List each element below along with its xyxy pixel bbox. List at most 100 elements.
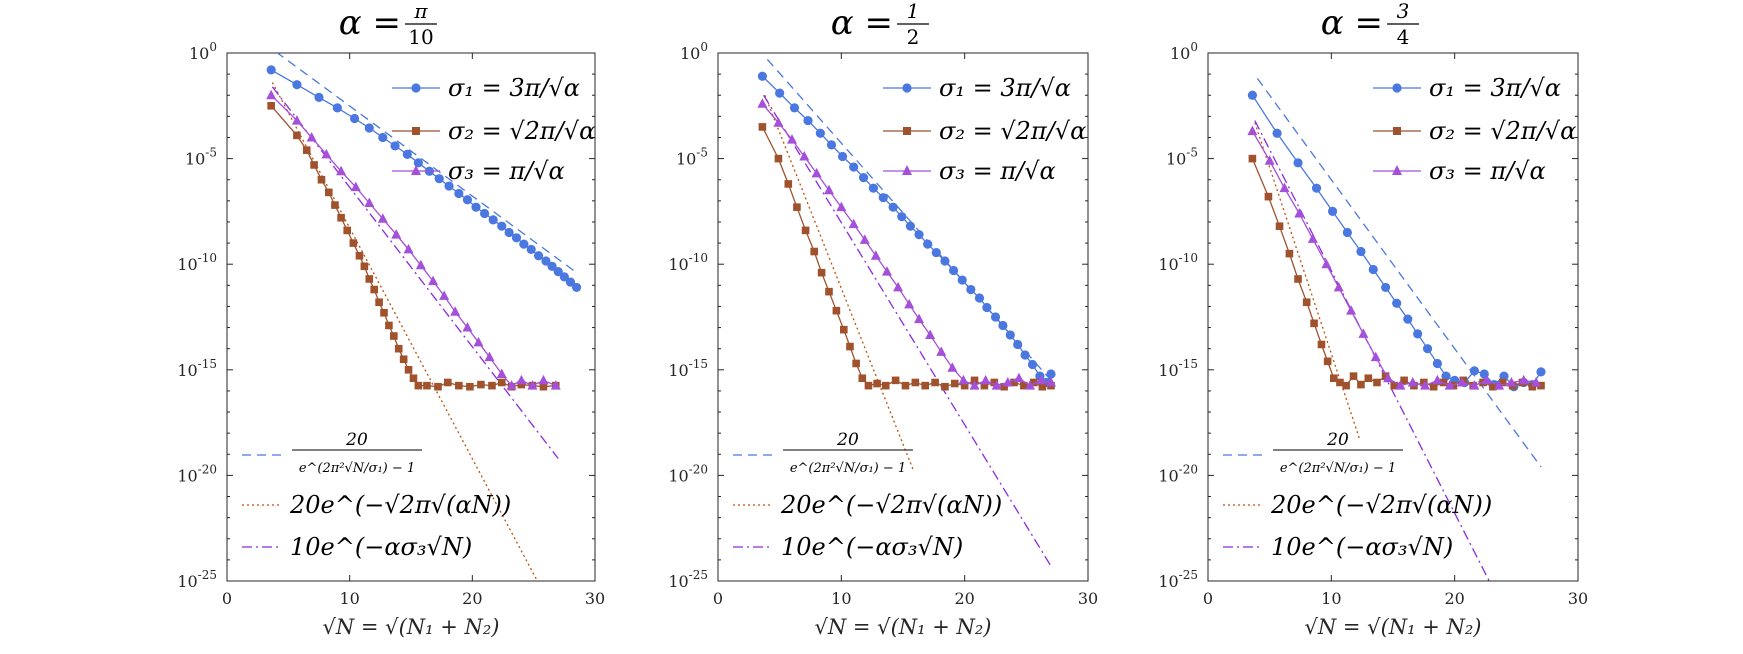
σ3-point [550, 380, 561, 390]
σ2-point [1302, 298, 1311, 307]
σ3-point [336, 165, 347, 176]
bound2-line [271, 82, 538, 581]
σ1-point [974, 293, 985, 303]
y-tick-base: 10 [1170, 44, 1190, 63]
σ1-point [572, 282, 582, 293]
x-tick-label: 0 [1203, 589, 1213, 608]
σ3-point [1457, 376, 1468, 387]
σ3-point [527, 380, 538, 390]
σ2-point [365, 275, 374, 283]
σ1-point [497, 221, 507, 231]
σ1-point [462, 195, 473, 205]
σ2-point [921, 381, 929, 390]
title-denominator: 2 [907, 25, 920, 49]
σ3-point [364, 197, 375, 207]
y-tick-exponent: -25 [1179, 568, 1198, 582]
y-tick-exponent: -15 [1179, 357, 1198, 371]
y-tick-label: 100 [1170, 40, 1198, 63]
σ2-point [385, 321, 393, 330]
y-tick-base: 10 [1158, 466, 1178, 485]
σ1-point [332, 103, 342, 113]
σ2-point [1429, 382, 1438, 391]
σ2-point [801, 226, 810, 235]
title-denominator: 10 [408, 25, 433, 49]
σ1-point [480, 208, 490, 219]
σ3-point [291, 115, 302, 125]
bound1-line [276, 53, 577, 274]
x-tick-label: 0 [713, 589, 723, 608]
σ2-point [444, 378, 452, 387]
σ2-point [409, 374, 418, 383]
y-tick-label: 10-25 [1158, 568, 1198, 591]
y-tick-label: 10-15 [668, 357, 708, 380]
chart-title: α = [1321, 3, 1383, 43]
σ3-point [799, 150, 810, 161]
y-tick-label: 10-15 [1158, 357, 1198, 380]
σ3-point [787, 134, 797, 144]
σ1-point [314, 92, 324, 102]
chart-title: α = [831, 3, 893, 43]
legend-bound1-numerator: 20 [345, 430, 368, 450]
σ2-point [1264, 192, 1273, 201]
σ1-point [897, 212, 907, 222]
σ1-point [757, 71, 768, 81]
σ2-point [349, 239, 358, 247]
σ2-point [1357, 380, 1365, 389]
y-tick-base: 10 [668, 572, 688, 591]
y-tick-base: 10 [668, 255, 688, 274]
legend-σ2-label: σ₂ = √2π/√α [939, 117, 1086, 145]
σ1-point [413, 158, 423, 168]
σ2-point [1420, 378, 1428, 387]
σ1-point [1247, 90, 1257, 100]
σ3-point [859, 234, 870, 244]
y-tick-base: 10 [680, 44, 700, 63]
σ2-point [825, 287, 833, 296]
σ1-point [266, 65, 276, 75]
σ3-point [391, 229, 402, 239]
chart-title: α = [339, 3, 401, 43]
y-tick-exponent: -10 [689, 251, 708, 265]
y-tick-label: 10-20 [1158, 462, 1198, 485]
σ2-point [891, 376, 900, 385]
σ2-point [774, 154, 783, 163]
σ2-point [793, 203, 801, 211]
legend-σ3-label: σ₃ = π/√α [939, 157, 1056, 185]
σ3-point [506, 380, 517, 390]
legend-σ1-label: σ₁ = 3π/√α [1429, 74, 1561, 102]
σ1-point [1356, 246, 1366, 257]
σ2-point [1310, 319, 1318, 328]
σ2-point [990, 378, 999, 387]
σ1-point [1392, 298, 1402, 308]
y-tick-base: 10 [1158, 361, 1178, 380]
σ2-point [1038, 382, 1047, 391]
y-tick-label: 100 [680, 40, 708, 63]
σ3-point [1407, 376, 1418, 387]
σ2-point [832, 306, 841, 315]
σ2-point [331, 201, 339, 209]
σ3-point [1506, 376, 1517, 387]
σ2-point [911, 378, 920, 387]
legend-bound1-denominator: e^(2π²√N/σ₁) − 1 [299, 461, 415, 476]
σ3-point [1002, 376, 1013, 387]
legend-σ1-marker [411, 83, 421, 93]
y-tick-label: 10-25 [668, 568, 708, 591]
σ3-line [761, 103, 1052, 387]
legend-σ2-marker [1393, 127, 1401, 135]
σ1-point [1013, 339, 1023, 350]
σ2-point [399, 355, 408, 364]
y-tick-label: 10-20 [668, 462, 708, 485]
σ3-point [969, 380, 980, 390]
σ2-point [1029, 378, 1038, 387]
σ3-point [321, 148, 332, 159]
σ3-point [773, 117, 784, 127]
σ3-point [403, 243, 414, 254]
σ1-point [1432, 358, 1442, 369]
x-tick-label: 30 [1568, 589, 1588, 608]
legend-bound2-label: 20e^(−√2π√(αN)) [1270, 491, 1492, 519]
y-tick-label: 10-5 [185, 146, 217, 169]
σ2-point [477, 380, 485, 389]
σ2-point [960, 381, 969, 390]
σ2-point [846, 342, 854, 351]
σ1-point [1293, 158, 1303, 168]
σ1-point [1368, 264, 1378, 275]
